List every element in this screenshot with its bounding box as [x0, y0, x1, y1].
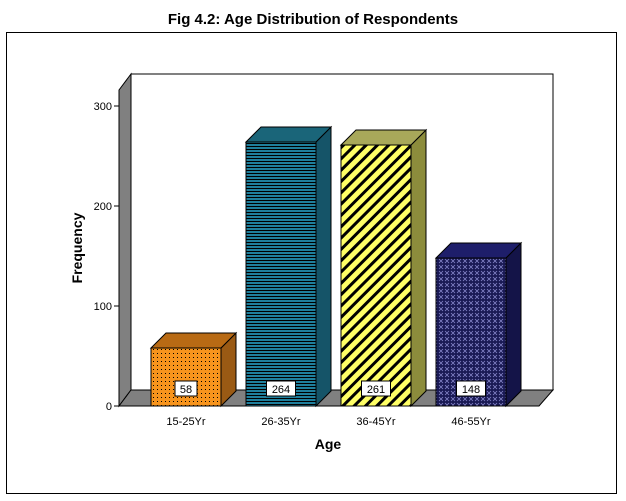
side-wall: [118, 72, 132, 408]
data-label: 148: [462, 384, 480, 396]
y-tick-label: 200: [94, 201, 112, 213]
bar-26-35Yr: 264: [244, 125, 333, 408]
data-label-box: [456, 380, 486, 397]
x-tick-label: 46-55Yr: [451, 416, 490, 428]
y-tick-label: 300: [94, 101, 112, 113]
bar-side: [505, 241, 522, 408]
y-tick-label: 0: [106, 401, 112, 413]
data-label-box: [174, 380, 198, 397]
data-label-box: [266, 380, 296, 397]
chart-title: Fig 4.2: Age Distribution of Respondents: [167, 11, 459, 28]
y-tick-label: 100: [94, 301, 112, 313]
bar-top: [149, 332, 238, 349]
bar-top: [339, 129, 428, 146]
bar-15-25Yr: 58: [149, 331, 238, 408]
bar-side: [315, 125, 332, 408]
x-tick-label: 36-45Yr: [356, 416, 395, 428]
bar-top: [244, 126, 333, 143]
bar-46-55Yr: 148: [434, 241, 523, 408]
x-axis-label: Age: [315, 436, 342, 452]
x-tick-label: 15-25Yr: [166, 416, 205, 428]
data-label: 261: [367, 384, 385, 396]
y-axis-label: Frequency: [69, 212, 85, 283]
bar-top: [434, 242, 523, 259]
chart-frame: [6, 32, 617, 494]
bar-side: [410, 128, 427, 408]
x-ticks: 15-25Yr 26-35Yr 36-45Yr 46-55Yr: [166, 416, 490, 428]
bar-front: [340, 144, 412, 407]
bar-front: [245, 141, 317, 407]
data-label-box: [361, 380, 391, 397]
y-ticks: 0 100 200 300: [94, 101, 119, 413]
bar-36-45Yr: 261: [339, 128, 428, 408]
data-label: 264: [272, 384, 290, 396]
x-tick-label: 26-35Yr: [261, 416, 300, 428]
bars: 58 264 261 148: [149, 125, 523, 408]
bar-front: [150, 347, 222, 407]
data-label: 58: [180, 384, 192, 396]
